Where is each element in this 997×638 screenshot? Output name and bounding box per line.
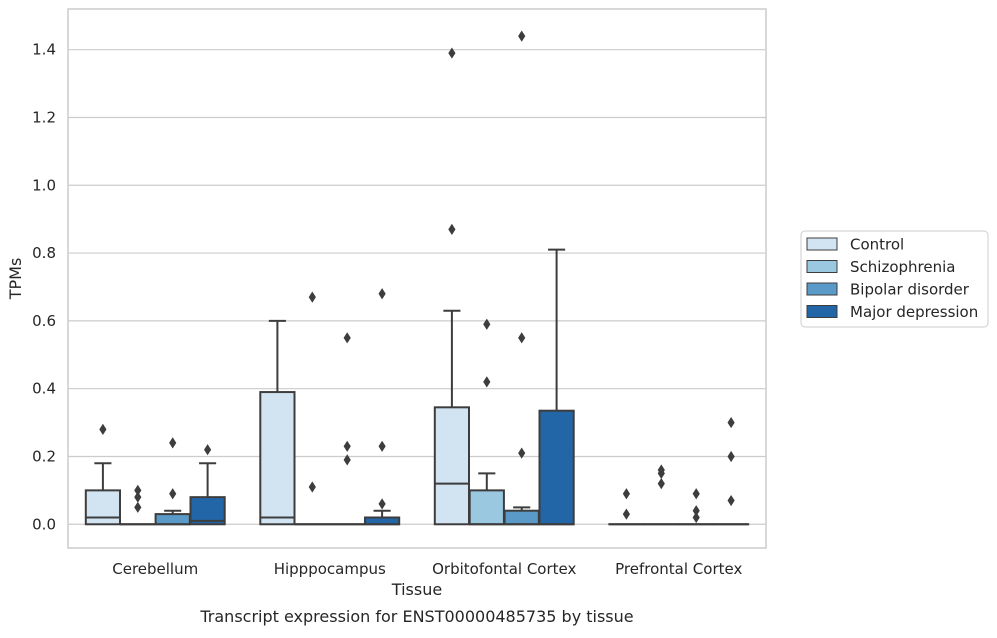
- legend-swatch: [807, 306, 837, 318]
- outlier-point: [134, 485, 141, 496]
- legend-label: Schizophrenia: [850, 258, 955, 276]
- outlier-point: [483, 376, 490, 387]
- outlier-point: [728, 451, 735, 462]
- chart-caption: Transcript expression for ENST0000048573…: [199, 607, 633, 626]
- box-schizophrenia: [470, 319, 504, 525]
- outlier-point: [728, 417, 735, 428]
- box-body: [156, 514, 190, 524]
- box-control: [609, 488, 643, 524]
- box-bipolar-disorder: [679, 488, 713, 524]
- y-tick-label: 1.4: [32, 41, 56, 59]
- box-body: [435, 407, 469, 524]
- x-axis-label: Tissue: [391, 580, 442, 599]
- plot-area: [86, 31, 748, 525]
- legend-label: Control: [850, 236, 904, 254]
- y-tick-label: 0.0: [32, 515, 56, 533]
- outlier-point: [658, 478, 665, 489]
- outlier-point: [379, 441, 386, 452]
- outlier-point: [344, 332, 351, 343]
- box-major-depression: [365, 288, 399, 524]
- box-schizophrenia: [121, 485, 155, 525]
- y-tick-label: 0.8: [32, 244, 56, 262]
- legend: Control Schizophrenia Bipolar disorder Majo…: [801, 231, 988, 327]
- y-tick-label: 0.4: [32, 380, 56, 398]
- outlier-point: [99, 424, 106, 435]
- box-body: [86, 490, 120, 524]
- outlier-point: [344, 441, 351, 452]
- y-tick-label: 1.2: [32, 108, 56, 126]
- outlier-point: [693, 488, 700, 499]
- box-control: [435, 47, 469, 524]
- outlier-point: [623, 509, 630, 520]
- outlier-point: [623, 488, 630, 499]
- y-tick-label: 0.6: [32, 312, 56, 330]
- legend-swatch: [807, 283, 837, 295]
- outlier-point: [379, 288, 386, 299]
- outlier-point: [134, 502, 141, 513]
- outlier-point: [169, 488, 176, 499]
- x-tick-label: Cerebellum: [112, 560, 198, 578]
- box-control: [86, 424, 120, 525]
- box-body: [365, 517, 399, 524]
- box-control: [260, 321, 294, 524]
- legend-label: Major depression: [850, 303, 978, 321]
- box-bipolar-disorder: [505, 31, 539, 525]
- outlier-point: [379, 498, 386, 509]
- box-body: [470, 490, 504, 524]
- y-tick-label: 0.2: [32, 447, 56, 465]
- box-bipolar-disorder: [330, 332, 364, 524]
- outlier-point: [309, 292, 316, 303]
- outlier-point: [518, 31, 525, 42]
- outlier-point: [169, 437, 176, 448]
- box-major-depression: [714, 417, 748, 524]
- outlier-point: [693, 505, 700, 516]
- x-tick-label: Orbitofontal Cortex: [432, 560, 576, 578]
- legend-label: Bipolar disorder: [850, 281, 970, 299]
- x-tick-label: Prefrontal Cortex: [615, 560, 742, 578]
- box-body: [505, 511, 539, 525]
- grid-lines: [68, 50, 766, 525]
- y-axis-label: TPMs: [6, 258, 25, 301]
- outlier-point: [204, 444, 211, 455]
- outlier-point: [518, 332, 525, 343]
- box-bipolar-disorder: [156, 437, 190, 524]
- legend-swatch: [807, 238, 837, 250]
- x-tick-label: Hipppocampus: [274, 560, 386, 578]
- legend-swatch: [807, 261, 837, 273]
- box-schizophrenia: [644, 464, 678, 524]
- box-schizophrenia: [295, 292, 329, 525]
- y-tick-label: 1.0: [32, 176, 56, 194]
- outlier-point: [728, 495, 735, 506]
- outlier-point: [309, 481, 316, 492]
- outlier-point: [448, 224, 455, 235]
- box-body: [539, 411, 573, 525]
- box-body: [260, 392, 294, 524]
- box-major-depression: [539, 250, 573, 525]
